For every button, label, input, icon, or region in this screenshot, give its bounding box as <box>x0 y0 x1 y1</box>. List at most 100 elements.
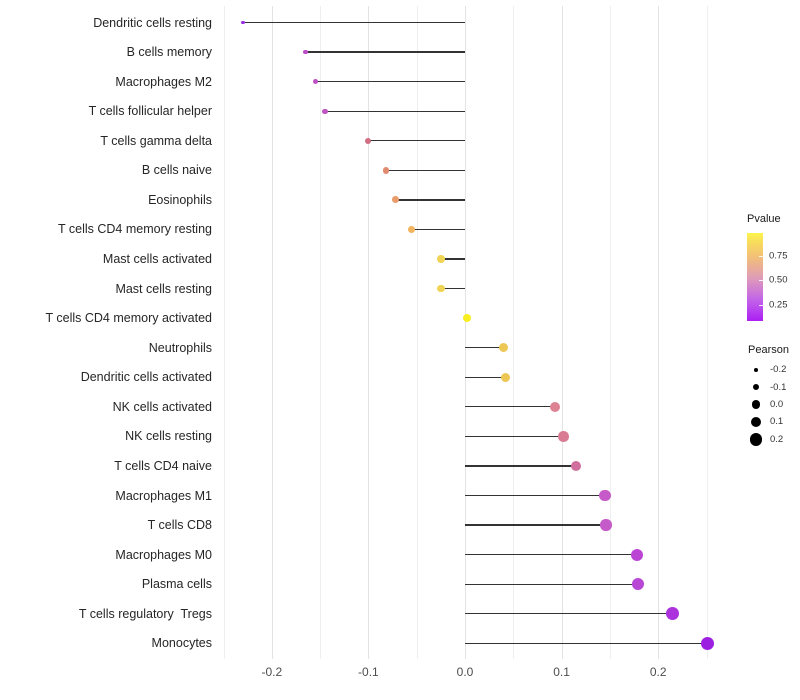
category-label: Mast cells resting <box>115 281 212 296</box>
lollipop-dot <box>322 108 328 114</box>
lollipop-stem <box>368 140 465 142</box>
colorbar-tick <box>759 304 763 306</box>
pearson-legend-entries: -0.2 -0.1 0.0 0.1 0.2 <box>748 361 789 448</box>
pvalue-colorbar <box>747 233 763 321</box>
category-label: Dendritic cells activated <box>80 370 212 385</box>
colorbar-tick <box>759 279 763 281</box>
category-label: Macrophages M1 <box>115 488 212 503</box>
gridline-minor <box>320 6 322 659</box>
size-legend-entry: 0.1 <box>748 413 789 430</box>
size-legend-dot <box>751 400 761 409</box>
lollipop-stem <box>465 435 564 438</box>
lollipop-dot <box>365 137 372 144</box>
pearson-legend-title: Pearson <box>748 344 789 356</box>
lollipop-dot <box>382 167 390 174</box>
pearson-size-legend: Pearson -0.2 -0.1 0.0 0.1 0.2 <box>748 344 789 448</box>
lollipop-dot <box>241 20 245 25</box>
colorbar-label: 0.75 <box>769 250 788 262</box>
category-label: Plasma cells <box>141 577 212 592</box>
category-label: Mast cells activated <box>102 252 212 267</box>
lollipop-stem <box>440 258 465 260</box>
category-label: T cells CD8 <box>147 518 212 533</box>
lollipop-dot <box>600 519 612 531</box>
x-tick-label: 0.0 <box>456 665 474 679</box>
lollipop-dot <box>558 431 569 442</box>
lollipop-stem <box>465 613 673 615</box>
lollipop-dot <box>499 343 509 353</box>
lollipop-dot <box>500 372 511 382</box>
gridline-major <box>465 6 466 659</box>
category-label: Macrophages M2 <box>115 74 212 89</box>
size-legend-dot <box>753 367 759 372</box>
size-legend-dot <box>749 432 763 446</box>
lollipop-stem <box>315 80 465 83</box>
lollipop-dot <box>549 401 560 412</box>
colorbar-tick <box>759 255 763 257</box>
category-label: B cells naive <box>141 163 212 178</box>
lollipop-dot <box>570 460 582 472</box>
size-legend-label: 0.2 <box>770 433 784 445</box>
lollipop-stem <box>465 494 606 497</box>
size-legend-entry: 0.2 <box>748 431 789 448</box>
size-legend-label: -0.1 <box>770 381 787 393</box>
lollipop-dot <box>700 636 715 651</box>
size-legend-dot-box <box>748 432 764 446</box>
lollipop-dot <box>666 607 680 621</box>
lollipop-dot <box>599 489 611 502</box>
lollipop-dot <box>408 225 416 233</box>
lollipop-dot <box>392 196 399 204</box>
size-legend-dot <box>752 383 760 391</box>
size-legend-dot-box <box>748 383 764 391</box>
x-tick-label: -0.1 <box>358 665 379 679</box>
gridline-major <box>368 6 370 659</box>
x-tick-label: -0.2 <box>261 665 283 679</box>
category-label: T cells CD4 memory activated <box>45 311 213 326</box>
size-legend-dot <box>750 416 762 428</box>
lollipop-dot <box>303 49 308 55</box>
lollipop-stem <box>324 110 465 112</box>
category-label: Neutrophils <box>148 340 212 355</box>
lollipop-dot <box>462 314 472 323</box>
category-label: T cells follicular helper <box>88 104 212 119</box>
lollipop-stem <box>465 524 607 526</box>
size-legend-label: -0.2 <box>770 364 787 376</box>
lollipop-stem <box>465 465 577 467</box>
lollipop-dot <box>436 255 445 263</box>
lollipop-stem <box>440 287 465 290</box>
lollipop-stem <box>465 347 504 349</box>
lollipop-stem <box>465 642 708 644</box>
gridline-minor <box>513 6 515 659</box>
gridline-minor <box>223 6 225 659</box>
category-label: T cells CD4 memory resting <box>58 222 212 237</box>
size-legend-dot-box <box>748 416 764 428</box>
category-label: Dendritic cells resting <box>93 15 212 30</box>
pvalue-colorbar-wrap: 0.75 0.50 0.25 <box>747 233 788 321</box>
size-legend-dot-box <box>748 367 764 372</box>
category-label: B cells memory <box>126 45 212 60</box>
category-label: T cells gamma delta <box>100 133 212 148</box>
size-legend-entry: -0.2 <box>748 361 789 378</box>
lollipop-stem <box>411 228 465 231</box>
x-tick-label: 0.2 <box>649 665 667 679</box>
lollipop-dot <box>630 548 643 561</box>
gridline-major <box>561 6 563 659</box>
size-legend-entry: -0.1 <box>748 378 789 395</box>
category-label: T cells regulatory Tregs <box>78 606 212 621</box>
lollipop-stem <box>465 406 555 408</box>
lollipop-stem <box>465 376 506 378</box>
gridline-minor <box>416 6 418 659</box>
size-legend-label: 0.0 <box>770 398 784 410</box>
category-label: Macrophages M0 <box>115 547 212 562</box>
pvalue-color-legend: Pvalue 0.75 0.50 0.25 <box>747 213 799 321</box>
gridline-minor <box>609 6 611 659</box>
gridline-minor <box>706 6 708 659</box>
lollipop-stem <box>465 554 637 556</box>
gridline-major <box>271 6 273 659</box>
lollipop-dot <box>436 284 445 293</box>
colorbar-label: 0.50 <box>769 274 788 286</box>
lollipop-stem <box>242 21 465 24</box>
lollipop-stem <box>395 199 465 201</box>
lollipop-stem <box>465 583 638 585</box>
lollipop-stem <box>305 51 465 53</box>
